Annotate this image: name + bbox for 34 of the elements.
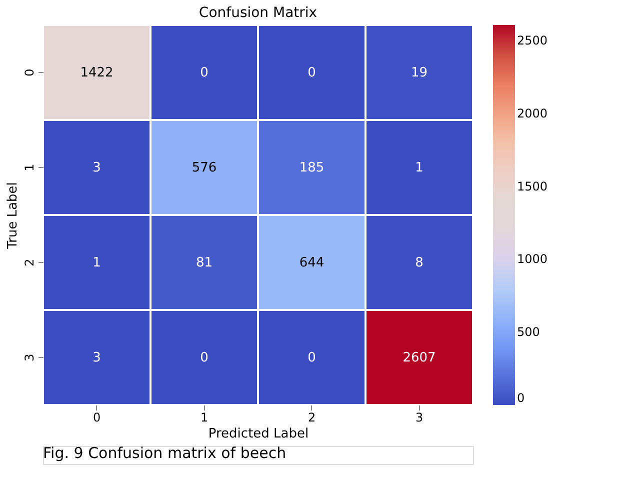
x-tick-label: 2 (308, 410, 316, 424)
y-tick-label: 2 (22, 258, 36, 266)
data-label: 0 (308, 350, 316, 366)
y-axis-title: True Label (6, 182, 20, 250)
color-bar-label: 2500 (517, 34, 548, 48)
color-bar-label: 2000 (517, 106, 548, 120)
x-tick-label: 1 (200, 410, 208, 424)
data-label: 1422 (80, 66, 114, 80)
data-label: 644 (299, 256, 324, 270)
data-label: 3 (92, 350, 101, 366)
data-label: 1 (415, 160, 424, 176)
data-label: 0 (200, 350, 208, 366)
color-bar-label: 500 (517, 325, 540, 340)
data-label: 81 (196, 256, 213, 270)
data-label: 185 (299, 160, 324, 176)
color-bar-label: 1500 (517, 179, 548, 194)
x-tick-label: 0 (92, 410, 101, 424)
data-label: 0 (308, 66, 316, 80)
data-label: 3 (92, 160, 101, 176)
data-label: 19 (410, 66, 428, 80)
caption: Fig. 9 Confusion matrix of beech (43, 444, 286, 462)
chart-title: Confusion Matrix (198, 5, 318, 21)
color-bar-label: 1000 (517, 252, 548, 266)
data-label: 2607 (402, 350, 436, 366)
x-tick-label: 3 (415, 410, 424, 424)
data-label: 8 (415, 256, 424, 270)
data-label: 1 (92, 256, 101, 270)
y-tick-label: 0 (22, 68, 36, 76)
x-axis-title: Predicted Label (208, 426, 309, 442)
y-tick-label: 1 (22, 164, 36, 172)
data-label: 0 (200, 66, 208, 80)
data-label: 576 (192, 160, 217, 176)
y-tick-label: 3 (22, 354, 36, 362)
color-bar-label: 0 (517, 391, 525, 405)
